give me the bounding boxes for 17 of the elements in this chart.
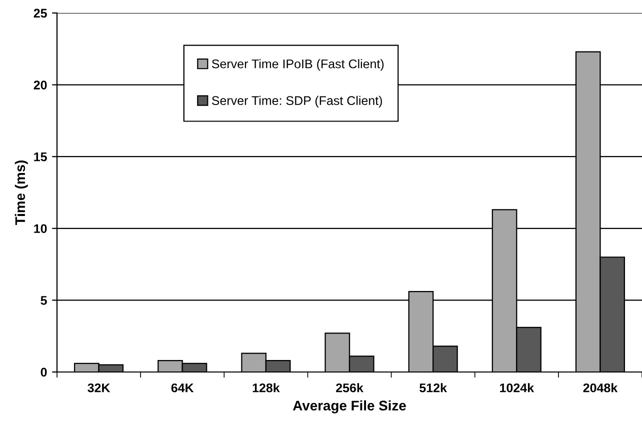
x-tick-label: 64K — [171, 383, 194, 392]
legend-label: Server Time: SDP (Fast Client) — [212, 96, 382, 108]
y-tick-label: 15 — [34, 152, 47, 162]
x-axis-title: Average File Size — [292, 400, 406, 414]
y-tick-label: 0 — [40, 368, 47, 377]
x-tick-label: 1024k — [500, 383, 534, 392]
x-tick-label: 32K — [88, 383, 110, 392]
x-tick-label: 256k — [336, 383, 364, 392]
legend-label: Server Time IPoIB (Fast Client) — [212, 59, 384, 71]
y-axis-title: Time (ms) — [14, 160, 28, 226]
y-tick-label: 25 — [34, 8, 47, 18]
x-tick-label: 128k — [252, 383, 280, 392]
x-tick-label: 2048k — [583, 383, 618, 392]
x-tick-label: 512k — [420, 383, 447, 392]
y-tick-label: 20 — [34, 80, 47, 90]
y-tick-label: 10 — [34, 224, 47, 234]
y-tick-label: 5 — [40, 296, 47, 305]
